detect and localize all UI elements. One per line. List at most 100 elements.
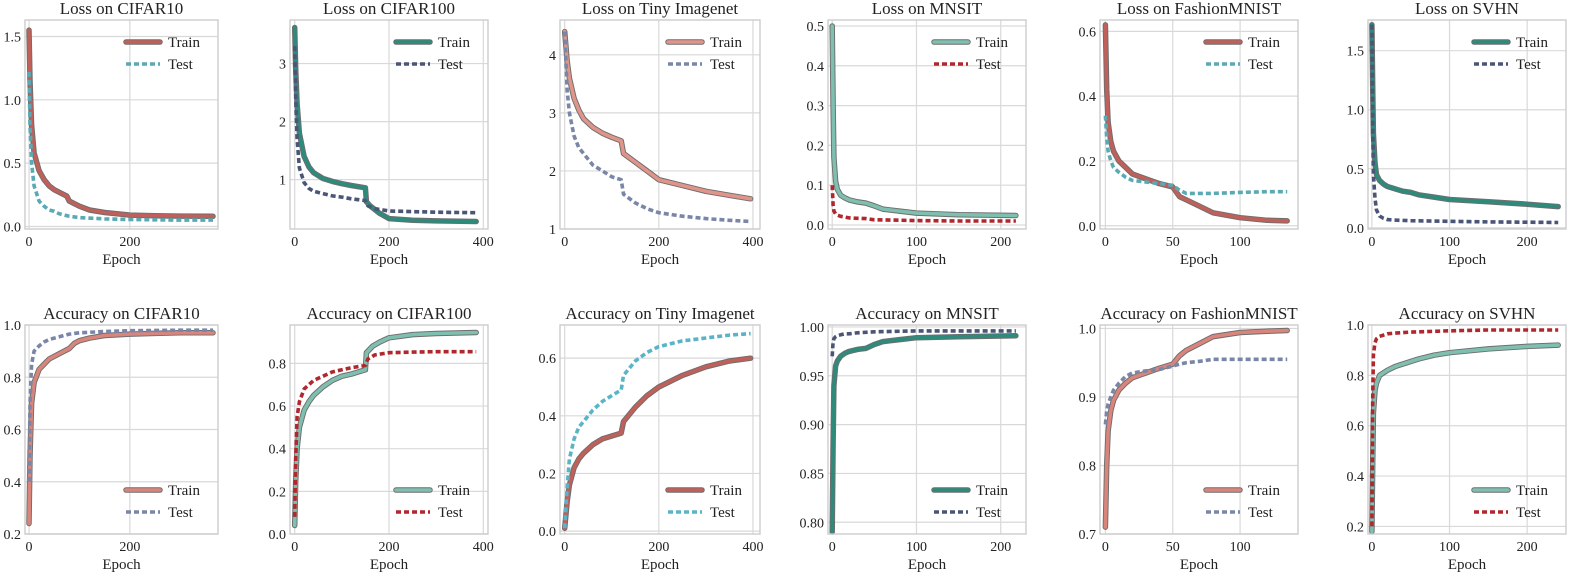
subplot: Loss on SVHN 0 100 200 0.0 0.5 1.0 1.5 Epoch Trai… [1347,0,1567,268]
x-tick-label: 200 [119,540,140,555]
subplot: Accuracy on CIFAR100 0 200 400 0.0 0.2 0.4 0.6 0… [269,304,494,573]
subplot: Accuracy on Tiny Imagenet 0 200 400 0.0 0.2 0.… [539,304,764,573]
legend-label: Test [976,57,1002,73]
axes-frame [24,19,219,230]
y-tick-label: 1.0 [4,94,22,109]
x-tick-label: 400 [742,235,763,250]
y-tick-label: 0.2 [269,485,287,500]
series-line-outline [829,332,1019,535]
legend-label: Test [438,505,464,521]
x-tick-label: 400 [742,540,763,555]
y-tick-label: 1.0 [1347,104,1365,119]
legend-label: Train [710,35,742,51]
subplot-title: Accuracy on CIFAR100 [307,304,472,323]
legend-label: Test [438,57,464,73]
series-line-outline [1369,21,1561,210]
x-tick-label: 200 [379,540,400,555]
y-tick-label: 4 [549,49,556,64]
legend-label: Test [710,57,736,73]
x-axis-label: Epoch [1448,557,1487,573]
y-tick-label: 0.8 [4,371,22,386]
legend-label: Test [168,57,194,73]
series-line-outline [1369,342,1561,535]
legend-label: Train [438,35,470,51]
series-line-test [1103,115,1288,196]
legend-label: Train [1248,483,1280,499]
subplot: Loss on CIFAR100 0 200 400 1 2 3 Epoch Train Test [279,0,494,268]
y-tick-label: 1.5 [4,30,22,45]
series-line-train [1370,22,1560,209]
subplot-title: Loss on CIFAR100 [323,0,455,18]
subplot: Accuracy on FashionMNIST 0 50 100 0.7 0.8 0.9 1… [1079,304,1299,573]
y-tick-label: 3 [549,107,556,122]
x-axis-label: Epoch [102,252,141,268]
subplot: Accuracy on MNSIT 0 100 200 0.80 0.85 0.90 0.95… [800,304,1027,573]
y-tick-label: 0.4 [1347,470,1365,485]
legend-label: Test [168,505,194,521]
subplot-title: Loss on Tiny Imagenet [582,0,739,18]
y-tick-label: 0.8 [1079,459,1097,474]
y-tick-label: 0.0 [1347,222,1365,237]
x-tick-label: 0 [829,235,836,250]
y-tick-label: 0.6 [539,352,557,367]
legend-label: Train [168,35,200,51]
legend-label: Test [710,505,736,521]
series-line-test [1103,357,1288,425]
legend-label: Test [1516,57,1542,73]
subplot-title: Loss on SVHN [1415,0,1519,18]
x-axis-label: Epoch [102,557,141,573]
legend-label: Train [976,35,1008,51]
x-tick-label: 200 [1517,540,1538,555]
x-axis-label: Epoch [908,252,947,268]
series-line-test [292,46,477,215]
legend-label: Train [1516,35,1548,51]
y-tick-label: 0.0 [4,220,22,235]
x-tick-label: 100 [1439,540,1460,555]
series-line-train [1103,23,1289,223]
y-tick-label: 0.85 [800,467,825,482]
y-tick-label: 0.3 [807,100,825,115]
y-tick-label: 0.80 [800,516,825,531]
subplot-title: Loss on MNSIT [872,0,983,18]
y-tick-label: 0.90 [800,419,825,434]
axes-frame [827,324,1027,535]
y-tick-label: 0.4 [269,443,287,458]
series-line-test [292,349,477,517]
subplot: Loss on MNSIT 0 100 200 0.0 0.1 0.2 0.3 0.4 0.5 Ep… [807,0,1027,268]
y-tick-label: 0.2 [4,528,22,543]
series-line-train [292,25,479,224]
x-axis-label: Epoch [1180,557,1219,573]
y-tick-label: 0.4 [4,476,22,491]
y-tick-label: 0.4 [807,60,825,75]
y-tick-label: 1.0 [1347,319,1365,334]
y-tick-label: 3 [279,58,286,73]
legend-label: Train [1248,35,1280,51]
y-tick-label: 0.2 [1347,520,1365,535]
x-tick-label: 0 [1102,235,1109,250]
axes-frame [1367,324,1567,535]
x-tick-label: 200 [119,235,140,250]
y-tick-label: 2 [549,165,556,180]
y-tick-label: 0.4 [539,410,557,425]
y-tick-label: 0.5 [807,20,825,35]
y-tick-label: 0.1 [807,179,825,194]
x-tick-label: 0 [829,540,836,555]
axes-frame [289,324,489,535]
x-tick-label: 400 [473,235,494,250]
series-line-train [562,29,753,201]
y-tick-label: 1.0 [1079,322,1097,337]
y-tick-label: 2 [279,116,286,131]
subplot: Loss on CIFAR10 0 200 0.0 0.5 1.0 1.5 Epoch Trai… [4,0,219,268]
x-axis-label: Epoch [1180,252,1219,268]
x-tick-label: 0 [291,235,298,250]
subplot-title: Accuracy on SVHN [1399,304,1536,323]
x-axis-label: Epoch [370,252,409,268]
y-tick-label: 0.0 [807,219,825,234]
y-tick-label: 0.95 [800,370,825,385]
y-tick-label: 0.0 [269,528,287,543]
x-tick-label: 0 [26,540,33,555]
axes-frame [1099,19,1299,230]
series-line-train [562,356,753,531]
